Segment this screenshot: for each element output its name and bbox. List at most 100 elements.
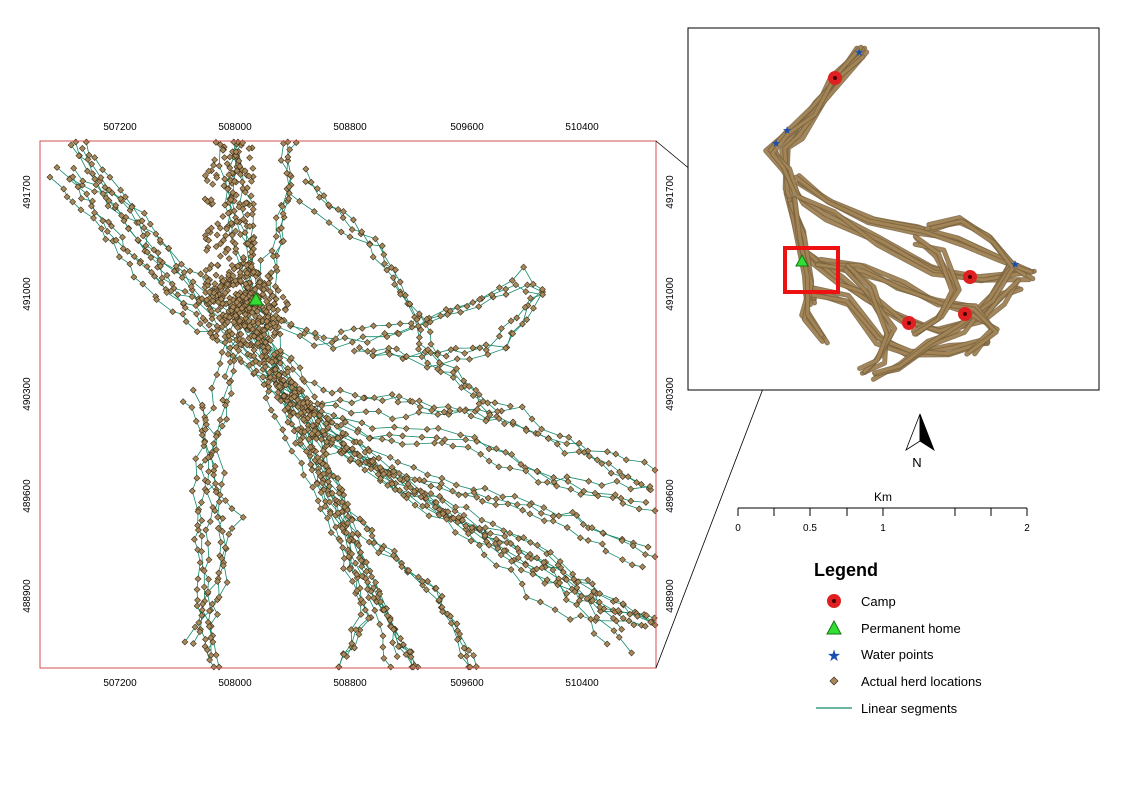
herd-location-point bbox=[350, 325, 358, 333]
herd-location-point bbox=[213, 231, 221, 239]
star-icon: ★ bbox=[771, 138, 781, 150]
herd-location-point bbox=[361, 466, 369, 474]
legend-label: Permanent home bbox=[861, 621, 961, 636]
herd-location-point bbox=[311, 393, 318, 401]
herd-location-point bbox=[245, 304, 253, 312]
herd-location-point bbox=[246, 154, 254, 162]
herd-location-point bbox=[363, 339, 371, 346]
herd-location-point bbox=[388, 437, 396, 445]
herd-location-point bbox=[339, 429, 347, 437]
herd-location-point bbox=[253, 307, 261, 315]
herd-location-point bbox=[204, 277, 212, 285]
herd-location-point bbox=[267, 337, 274, 344]
herd-location-point bbox=[619, 614, 627, 622]
herd-location-point bbox=[99, 166, 106, 174]
herd-location-point bbox=[462, 491, 469, 499]
legend-item-water-points: ★ Water points bbox=[827, 647, 934, 665]
herd-location-point bbox=[225, 271, 233, 279]
herd-location-point bbox=[337, 228, 345, 236]
herd-location-point bbox=[193, 586, 201, 593]
herd-location-point bbox=[267, 406, 275, 414]
herd-location-point bbox=[332, 335, 340, 343]
herd-location-point bbox=[271, 329, 279, 337]
herd-location-point bbox=[263, 317, 271, 325]
herd-location-point bbox=[244, 211, 251, 219]
herd-location-point bbox=[77, 195, 85, 202]
herd-location-point bbox=[434, 424, 442, 432]
herd-location-point bbox=[221, 544, 229, 551]
herd-location-point bbox=[365, 614, 372, 622]
herd-location-point bbox=[270, 351, 278, 359]
herd-location-point bbox=[328, 489, 336, 497]
herd-location-point bbox=[243, 341, 251, 349]
y-axis-left: 491700 491000 490300 489600 488900 bbox=[22, 175, 33, 613]
herd-location-point bbox=[208, 315, 216, 323]
camp-icon bbox=[963, 270, 977, 284]
herd-location-point bbox=[366, 241, 374, 249]
herd-location-point bbox=[234, 262, 242, 270]
linear-segment bbox=[85, 141, 643, 568]
herd-location-point bbox=[314, 497, 322, 505]
herd-location-point bbox=[500, 527, 508, 535]
herd-location-point bbox=[486, 529, 494, 537]
herd-location-point bbox=[187, 283, 195, 290]
herd-location-point bbox=[247, 253, 255, 260]
herd-location-point bbox=[232, 312, 240, 319]
herd-location-point bbox=[330, 472, 338, 480]
herd-location-point bbox=[506, 402, 514, 410]
herd-location-point bbox=[588, 524, 596, 532]
herd-location-point bbox=[134, 236, 142, 244]
herd-location-point bbox=[179, 310, 187, 318]
herd-location-point bbox=[325, 219, 333, 226]
herd-location-point bbox=[324, 514, 331, 522]
herd-location-point bbox=[523, 316, 531, 324]
herd-location-point bbox=[504, 500, 512, 508]
herd-location-point bbox=[482, 524, 489, 532]
herd-location-point bbox=[651, 507, 659, 515]
herd-location-point bbox=[415, 573, 422, 581]
herd-location-point bbox=[250, 268, 258, 276]
herd-location-point bbox=[437, 368, 445, 376]
herd-location-point bbox=[574, 578, 582, 586]
herd-location-point bbox=[452, 503, 460, 511]
herd-location-point bbox=[346, 565, 354, 573]
herd-location-point bbox=[368, 573, 376, 581]
linear-segment bbox=[266, 314, 372, 668]
north-arrow-icon bbox=[905, 413, 921, 452]
herd-location-point bbox=[248, 210, 256, 218]
herd-location-point bbox=[214, 611, 221, 618]
permanent-home-marker bbox=[248, 292, 264, 306]
herd-location-point bbox=[104, 202, 112, 210]
herd-location-point bbox=[359, 519, 367, 526]
herd-location-point bbox=[371, 606, 379, 614]
herd-location-point bbox=[193, 328, 201, 336]
herd-location-point bbox=[140, 209, 148, 217]
herd-location-point bbox=[538, 425, 546, 433]
herd-location-point bbox=[396, 278, 404, 286]
herd-location-point bbox=[579, 521, 587, 528]
herd-location-point bbox=[599, 540, 606, 548]
herd-location-point bbox=[356, 515, 364, 523]
herd-location-point bbox=[439, 608, 447, 616]
herd-location-point bbox=[341, 334, 349, 342]
overview-track bbox=[913, 235, 954, 336]
herd-location-point bbox=[188, 487, 196, 495]
herd-location-point bbox=[633, 479, 640, 486]
herd-location-point bbox=[261, 363, 269, 371]
linear-segment bbox=[75, 141, 649, 548]
herd-location-point bbox=[385, 344, 393, 352]
diamond-icon bbox=[829, 676, 839, 686]
herd-location-point bbox=[424, 577, 432, 585]
herd-location-point bbox=[341, 503, 349, 511]
herd-location-point bbox=[279, 426, 287, 434]
triangle-icon bbox=[826, 619, 842, 635]
herd-location-point bbox=[262, 308, 270, 315]
herd-location-point bbox=[357, 548, 365, 556]
overview-frame bbox=[687, 27, 1100, 391]
herd-location-point bbox=[499, 493, 507, 501]
herd-location-point bbox=[165, 244, 173, 252]
herd-location-point bbox=[370, 594, 378, 602]
herd-location-point bbox=[204, 646, 211, 654]
herd-location-point bbox=[220, 236, 227, 244]
legend-item-camp: Camp bbox=[827, 594, 896, 609]
